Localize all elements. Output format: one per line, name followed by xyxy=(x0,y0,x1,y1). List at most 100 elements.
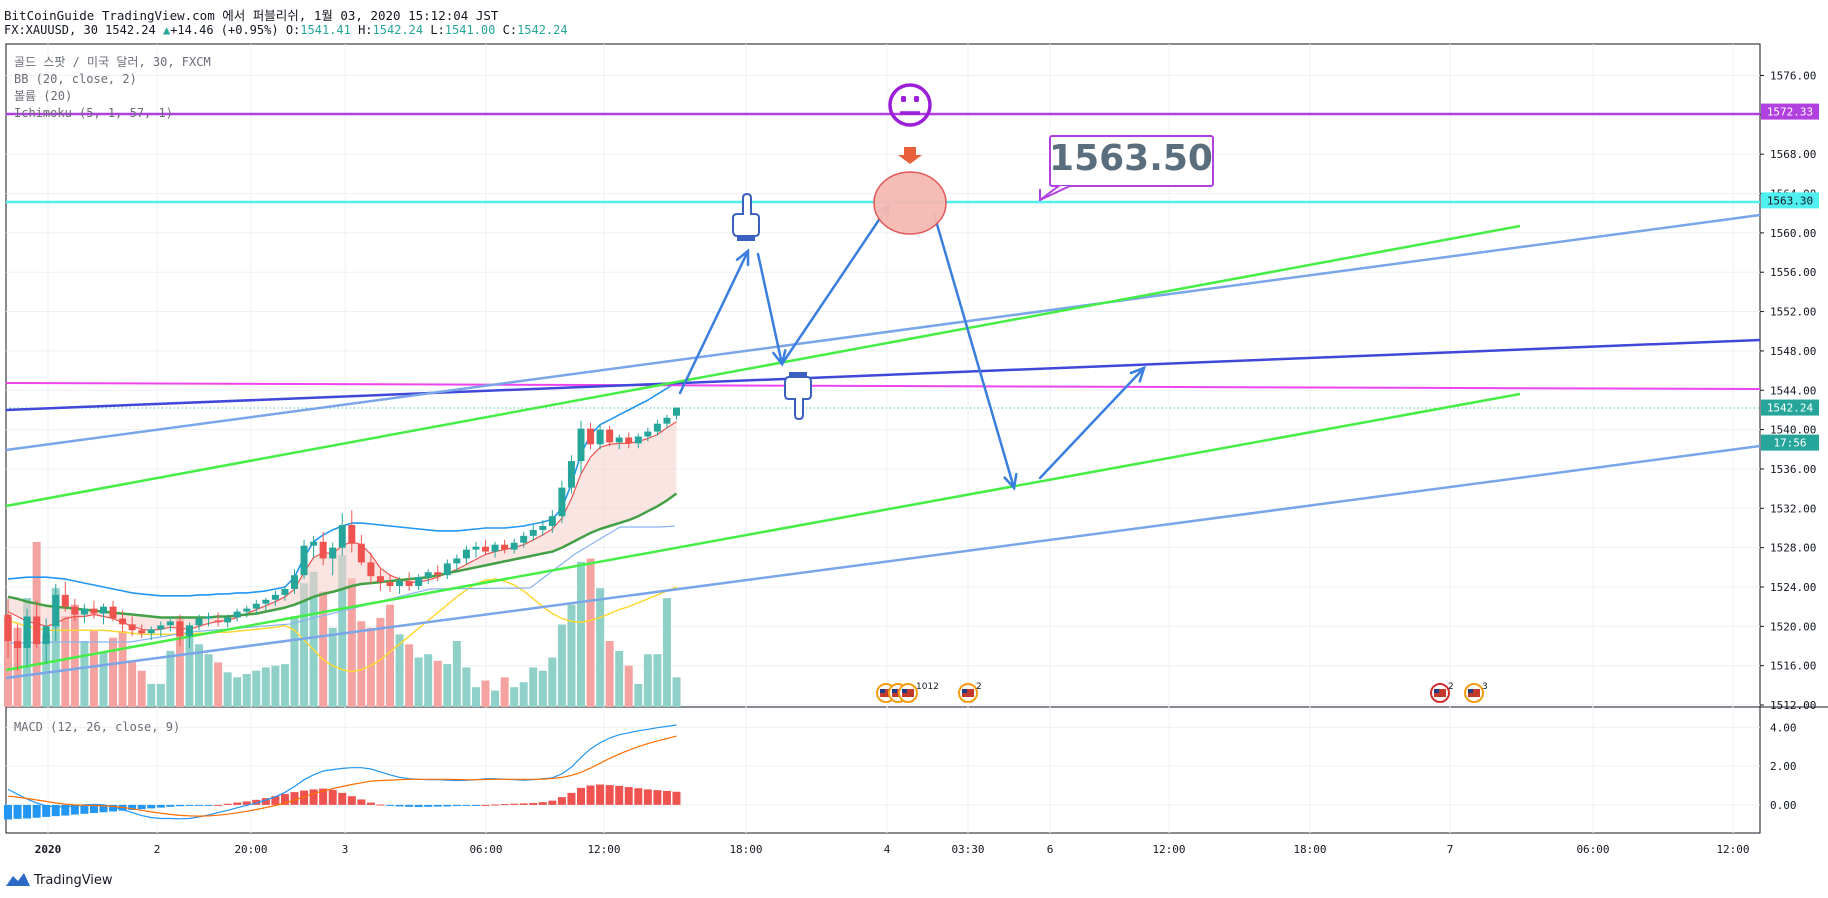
macd-histogram-bar xyxy=(23,804,32,819)
projection-arrow-up-3 xyxy=(1038,366,1146,480)
candle-body xyxy=(587,428,595,445)
volume-bar xyxy=(214,662,223,707)
ohlc-header: FX:XAUUSD, 30 1542.24 ▲+14.46 (+0.95%) O… xyxy=(4,23,568,37)
candle-body xyxy=(558,487,566,517)
candle-body xyxy=(329,547,337,559)
candle-body xyxy=(310,541,318,546)
open-label: O: xyxy=(285,23,301,37)
macd-histogram-bar xyxy=(519,803,528,805)
candle-body xyxy=(615,437,623,443)
candle-body xyxy=(348,525,356,544)
neutral-face-icon xyxy=(888,83,932,127)
candle-body xyxy=(482,546,489,552)
candle-body xyxy=(100,606,107,614)
macd-histogram-bar xyxy=(395,804,404,807)
macd-histogram-bar xyxy=(32,804,41,818)
time-tick-label: 06:00 xyxy=(1576,843,1609,856)
price-tag-bg xyxy=(1761,103,1819,120)
candle-body xyxy=(424,572,432,578)
price-tag: 17:56 xyxy=(1761,434,1819,451)
volume-bar xyxy=(662,598,671,707)
trend-lines[interactable] xyxy=(5,112,1761,680)
macd-histogram-bar xyxy=(4,804,12,820)
target-callout[interactable]: 1563.50 xyxy=(1039,135,1214,201)
volume-bar xyxy=(280,664,289,707)
macd-histogram-bar xyxy=(615,785,624,805)
footer-brand: TradingView xyxy=(33,873,113,888)
volume-bar xyxy=(433,660,442,707)
macd-histogram-bar xyxy=(643,789,652,805)
candle-body xyxy=(338,525,346,548)
flag-stripes xyxy=(1434,689,1446,697)
time-tick-label: 3 xyxy=(342,843,349,856)
candle-body xyxy=(367,562,375,577)
publish-header: BitCoinGuide TradingView.com 에서 퍼블리쉬, 1월… xyxy=(4,8,499,23)
candle-body xyxy=(61,594,69,607)
projection-arrow-up-1-head xyxy=(735,248,750,267)
volume-bar xyxy=(223,672,232,707)
volume-bar xyxy=(643,654,652,707)
flag-stripes xyxy=(880,689,892,697)
macd-histogram-bar xyxy=(156,804,165,808)
volume-bar xyxy=(61,616,70,707)
volume-bar xyxy=(271,665,280,707)
macd-histogram-bar xyxy=(577,787,585,805)
volume-bar xyxy=(166,650,175,707)
volume-bar xyxy=(128,660,137,707)
price-tick-label: 1532.00 xyxy=(1770,502,1816,515)
candle-body xyxy=(596,429,604,445)
time-tick-label: 03:30 xyxy=(951,843,984,856)
volume-bar xyxy=(596,588,605,707)
volume-bar xyxy=(175,616,184,707)
macd-histogram-bar xyxy=(366,802,375,805)
macd-histogram-bar xyxy=(128,804,137,810)
pointing-up-hand-icon-shape xyxy=(732,192,760,237)
projection-arrow-up-2 xyxy=(780,203,891,366)
candle-body xyxy=(271,594,279,600)
face-outline xyxy=(888,83,932,127)
candle-body xyxy=(195,618,203,626)
annotations[interactable] xyxy=(678,83,1146,491)
event-marker: 2 xyxy=(958,682,982,703)
candle-body xyxy=(42,626,50,645)
volume-bar xyxy=(109,637,118,707)
low-value: 1541.00 xyxy=(444,23,496,37)
volume-bar xyxy=(290,616,299,707)
macd-histogram-bar xyxy=(557,797,566,805)
flag-stripes xyxy=(902,689,914,697)
candle-body xyxy=(396,581,404,587)
macd-line xyxy=(7,724,677,820)
candle-body xyxy=(453,558,461,564)
change-value: +14.46 (+0.95%) xyxy=(170,23,279,37)
price-tick-label: 1536.00 xyxy=(1770,463,1816,476)
candle-body xyxy=(71,606,79,615)
candle-body xyxy=(233,611,241,618)
pointing-up-hand-icon xyxy=(732,192,760,241)
price-tag-bg xyxy=(1761,192,1819,209)
macd-histogram-bar xyxy=(443,804,452,807)
macd-histogram-bar xyxy=(137,804,146,810)
ema-line xyxy=(7,578,677,673)
magenta-horizontal-line xyxy=(5,382,1761,390)
pointing-down-hand-icon xyxy=(784,372,812,421)
upper-channel-line xyxy=(5,213,1761,452)
time-tick-label: 12:00 xyxy=(1716,843,1749,856)
candle-body xyxy=(577,428,585,462)
macd-histogram-bar xyxy=(328,789,337,805)
candle-body xyxy=(462,549,470,559)
macd-histogram-bar xyxy=(462,804,471,806)
macd-tick-label: 4.00 xyxy=(1770,721,1797,734)
high-label: H: xyxy=(358,23,373,37)
price-tag-label: 1542.24 xyxy=(1767,402,1814,415)
events[interactable]: 1012 2 2 3 xyxy=(876,682,1488,703)
macd-histogram-bar xyxy=(634,788,643,805)
volume-bar xyxy=(376,617,385,707)
volume-bar xyxy=(137,670,146,707)
macd-histogram-bar xyxy=(309,789,318,805)
event-marker: 3 xyxy=(1464,682,1488,703)
volume-bar xyxy=(634,683,643,707)
volume-bar xyxy=(80,641,89,707)
price-tag-bg xyxy=(1761,434,1819,451)
candle-body xyxy=(606,429,614,443)
